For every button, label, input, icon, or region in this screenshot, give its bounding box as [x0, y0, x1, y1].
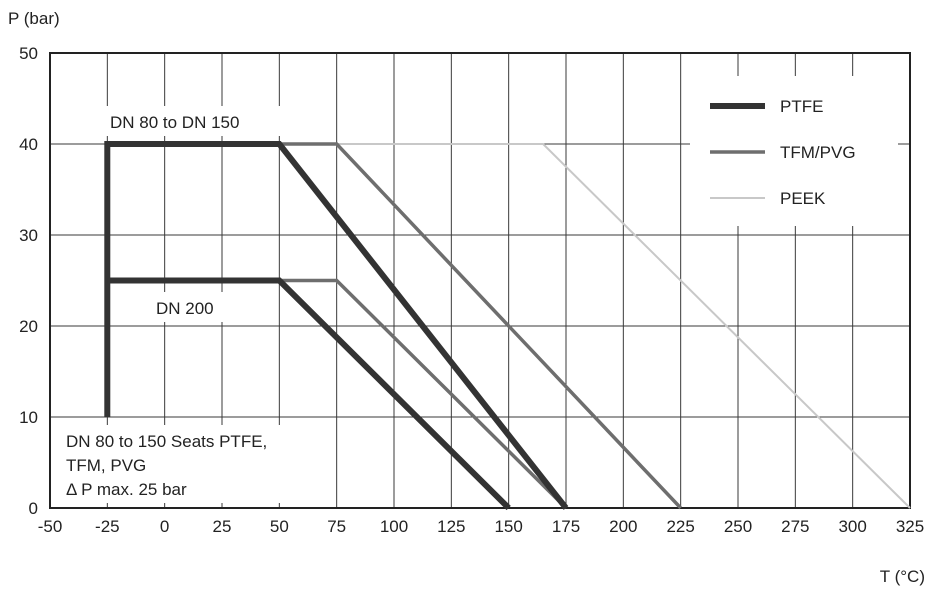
annotation-dn80-background — [104, 106, 280, 136]
annotation-dn80: DN 80 to DN 150 — [110, 113, 239, 132]
y-tick-label: 40 — [19, 135, 38, 154]
x-tick-label: 50 — [270, 517, 289, 536]
series-layer — [104, 141, 911, 511]
series-line-tfm-pvg-1 — [279, 142, 682, 510]
legend: PTFE TFM/PVG PEEK — [690, 76, 898, 226]
annotation-note-background — [52, 425, 330, 503]
annotation-layer: DN 80 to DN 150 DN 200 DN 80 to 150 Seats … — [52, 106, 330, 503]
annotation-dn200-background — [150, 292, 232, 322]
annotation-note-line: Δ P max. 25 bar — [66, 480, 187, 499]
y-tick-label: 30 — [19, 226, 38, 245]
x-tick-label: 250 — [724, 517, 752, 536]
x-tick-label: 200 — [609, 517, 637, 536]
x-tick-label: 275 — [781, 517, 809, 536]
series-line-tfm-pvg-2 — [279, 278, 568, 510]
y-tick-label: 10 — [19, 408, 38, 427]
x-tick-label: 125 — [437, 517, 465, 536]
x-tick-label: -25 — [95, 517, 120, 536]
legend-label-ptfe: PTFE — [780, 97, 823, 116]
x-tick-label: 150 — [494, 517, 522, 536]
legend-label-tfm-pvg: TFM/PVG — [780, 143, 856, 162]
y-tick-label: 50 — [19, 44, 38, 63]
x-tick-label: 100 — [380, 517, 408, 536]
legend-label-peek: PEEK — [780, 189, 826, 208]
plot-frame — [49, 52, 911, 509]
axis-layer: -50 -25 0 25 50 75 100 125 150 175 200 225 250 275 300… — [19, 44, 924, 536]
annotation-note-line: DN 80 to 150 Seats PTFE, — [66, 432, 267, 451]
series-line-peek-1 — [336, 143, 911, 509]
annotation-dn200: DN 200 — [156, 299, 214, 318]
x-tick-label: 25 — [213, 517, 232, 536]
x-tick-label: 325 — [896, 517, 924, 536]
x-tick-label: 75 — [327, 517, 346, 536]
x-tick-label: -50 — [38, 517, 63, 536]
y-tick-label: 0 — [29, 499, 38, 518]
y-tick-label: 20 — [19, 317, 38, 336]
x-axis-title: T (°C) — [880, 567, 925, 586]
x-tick-label: 0 — [160, 517, 169, 536]
x-tick-label: 300 — [838, 517, 866, 536]
annotation-note-line: TFM, PVG — [66, 456, 146, 475]
x-tick-label: 225 — [666, 517, 694, 536]
y-axis-title: P (bar) — [8, 9, 60, 28]
x-tick-label: 175 — [552, 517, 580, 536]
series-line-ptfe-2 — [107, 277, 511, 511]
